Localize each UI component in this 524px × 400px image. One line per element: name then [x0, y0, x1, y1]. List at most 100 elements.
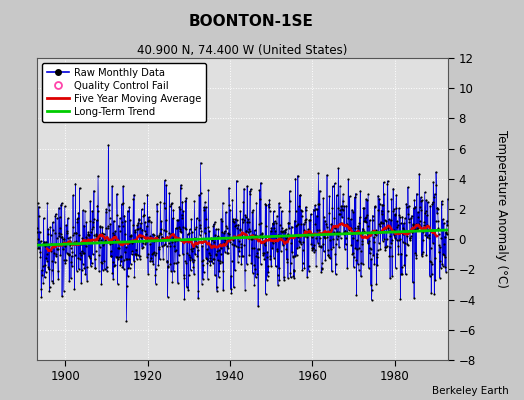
Point: [377, 219, 385, 225]
Point: [394, 251, 402, 257]
Point: [363, 212, 371, 218]
Point: [88, 226, 96, 232]
Point: [409, 221, 417, 228]
Point: [70, 239, 78, 245]
Point: [233, 244, 242, 250]
Point: [203, 246, 211, 252]
Point: [376, 223, 384, 230]
Point: [78, 267, 86, 274]
Point: [354, 244, 363, 251]
Point: [94, 173, 102, 179]
Point: [83, 236, 92, 243]
Point: [405, 216, 413, 222]
Point: [401, 240, 409, 246]
Point: [373, 262, 381, 268]
Point: [292, 252, 301, 259]
Point: [299, 239, 308, 246]
Point: [422, 222, 431, 228]
Point: [64, 215, 72, 222]
Point: [271, 238, 279, 244]
Point: [313, 206, 322, 213]
Point: [382, 218, 390, 224]
Point: [355, 267, 363, 273]
Point: [211, 251, 220, 258]
Point: [111, 262, 119, 268]
Point: [168, 239, 176, 246]
Point: [93, 233, 101, 240]
Point: [199, 262, 208, 268]
Point: [410, 205, 418, 211]
Point: [289, 273, 298, 280]
Point: [439, 241, 447, 248]
Point: [134, 252, 142, 258]
Point: [246, 188, 254, 194]
Point: [423, 212, 431, 218]
Point: [311, 206, 320, 212]
Point: [429, 199, 437, 206]
Point: [383, 242, 391, 249]
Point: [412, 190, 421, 197]
Point: [297, 206, 305, 213]
Point: [149, 250, 157, 256]
Point: [328, 226, 336, 232]
Point: [90, 188, 98, 194]
Point: [411, 250, 420, 256]
Point: [293, 222, 301, 228]
Point: [218, 259, 226, 265]
Point: [147, 218, 155, 225]
Point: [279, 238, 287, 244]
Point: [282, 246, 290, 252]
Point: [49, 219, 57, 226]
Point: [211, 272, 219, 279]
Point: [410, 197, 419, 203]
Point: [420, 222, 428, 228]
Point: [102, 264, 111, 270]
Y-axis label: Temperature Anomaly (°C): Temperature Anomaly (°C): [495, 130, 508, 288]
Point: [240, 186, 248, 192]
Point: [231, 223, 239, 229]
Point: [54, 268, 62, 275]
Point: [260, 250, 268, 256]
Point: [62, 222, 70, 228]
Point: [283, 231, 292, 237]
Point: [340, 203, 348, 209]
Point: [264, 263, 272, 270]
Point: [349, 250, 357, 257]
Point: [418, 250, 427, 257]
Point: [276, 222, 284, 228]
Point: [324, 252, 332, 258]
Point: [179, 224, 187, 230]
Point: [47, 248, 56, 254]
Point: [128, 240, 136, 246]
Point: [374, 246, 382, 253]
Point: [119, 200, 128, 206]
Point: [236, 226, 244, 232]
Point: [216, 258, 225, 264]
Point: [203, 260, 212, 266]
Point: [107, 253, 116, 259]
Point: [320, 214, 328, 220]
Point: [409, 279, 417, 286]
Point: [248, 209, 256, 216]
Point: [373, 250, 381, 257]
Point: [221, 240, 230, 246]
Point: [158, 242, 166, 249]
Point: [332, 260, 340, 267]
Point: [212, 284, 221, 290]
Point: [91, 265, 99, 271]
Point: [375, 196, 384, 202]
Point: [364, 240, 372, 246]
Point: [266, 256, 274, 262]
Point: [344, 226, 353, 233]
Point: [101, 237, 110, 244]
Point: [231, 216, 239, 222]
Point: [41, 269, 50, 275]
Point: [392, 192, 400, 198]
Point: [160, 200, 168, 206]
Point: [373, 253, 381, 260]
Point: [81, 240, 89, 247]
Point: [351, 225, 359, 231]
Point: [334, 165, 343, 172]
Point: [162, 243, 171, 250]
Text: Berkeley Earth: Berkeley Earth: [432, 386, 508, 396]
